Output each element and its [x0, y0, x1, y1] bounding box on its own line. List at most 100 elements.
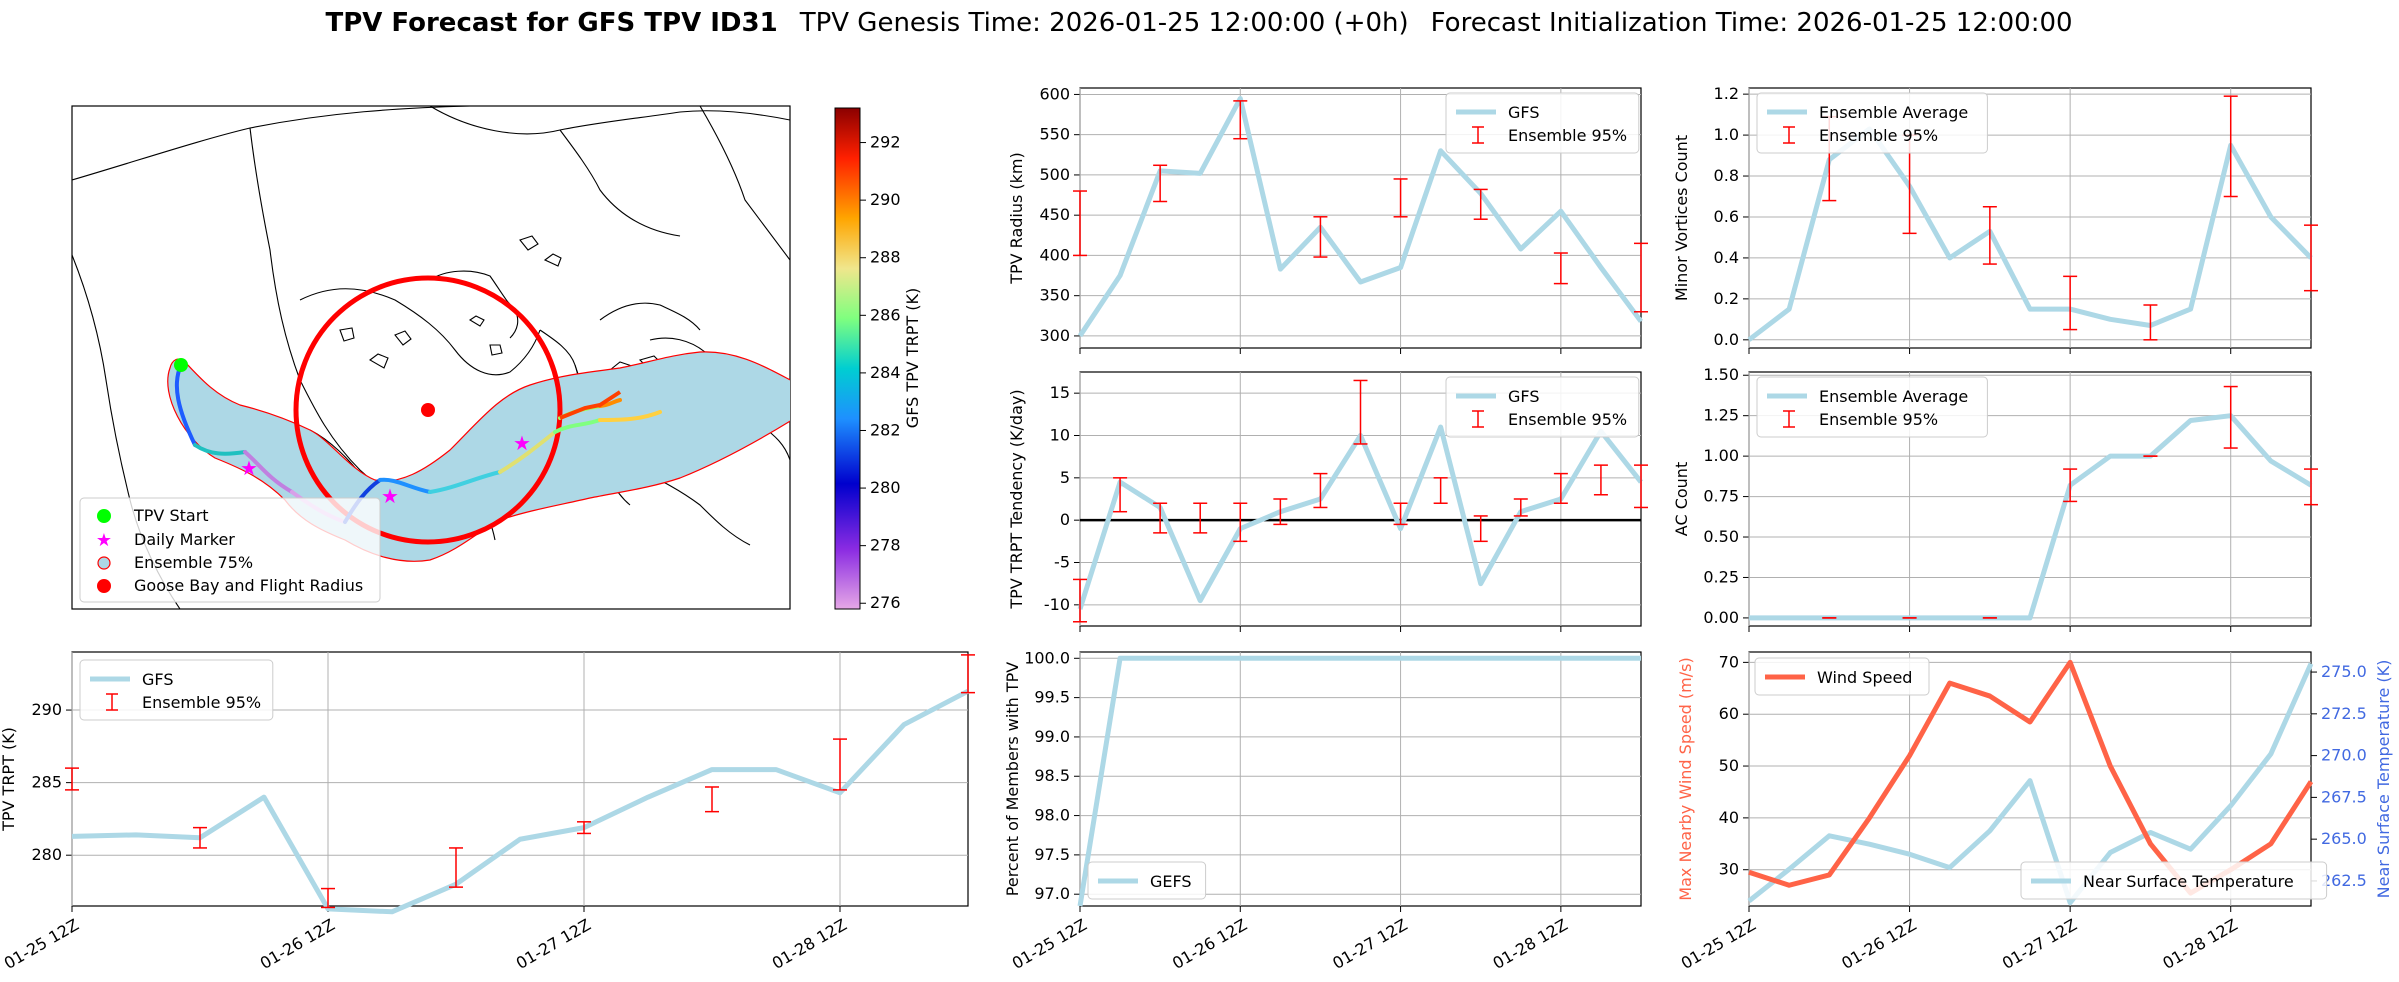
colorbar-tick-label: 292 — [870, 133, 901, 152]
y-tick-label: 0.8 — [1714, 166, 1739, 185]
y-tick-label: 40 — [1719, 808, 1739, 827]
y-tick-label: 99.5 — [1034, 688, 1070, 707]
y-tick-label: 400 — [1039, 245, 1070, 264]
colorbar-tick-label: 280 — [870, 478, 901, 497]
y-tick-label: 97.5 — [1034, 845, 1070, 864]
series-line — [71, 688, 970, 915]
error-bar — [1473, 188, 1488, 220]
y-tick-label: 15 — [1050, 383, 1070, 402]
error-bar — [1233, 100, 1248, 140]
y-tick-label: 550 — [1039, 125, 1070, 144]
y-tick-label: 0.00 — [1703, 608, 1739, 627]
error-bar — [1634, 242, 1648, 313]
y-axis-label: TPV TRPT (K) — [0, 727, 18, 832]
legend-label: Ensemble 95% — [1819, 410, 1938, 429]
error-bar — [1473, 515, 1488, 543]
legend: Wind Speed — [1754, 657, 1930, 696]
y-tick-label: 98.0 — [1034, 806, 1070, 825]
legend-label: GFS — [1508, 103, 1539, 122]
legend-label: Ensemble Average — [1819, 387, 1968, 406]
chart-minor: 0.0 0.2 0.4 0.6 0.8 1.0 1.2 Minor Vortices Coun… — [1672, 84, 2318, 354]
daily-marker: ★ — [240, 456, 258, 480]
y-axis-label: TPV Radius (km) — [1007, 152, 1026, 285]
x-tick-label: 01-28 12Z — [1490, 915, 1571, 973]
error-bar — [705, 786, 719, 813]
error-bar — [1553, 472, 1568, 504]
y-tick-label: 290 — [31, 700, 62, 719]
legend-label: Ensemble 95% — [1508, 410, 1627, 429]
svg-text:★: ★ — [96, 530, 112, 551]
error-bar — [1513, 498, 1528, 517]
y-axis-label: TPV TRPT Tendency (K/day) — [1007, 389, 1026, 609]
y-tick-label: 1.00 — [1703, 446, 1739, 465]
x-tick-label: 01-25 12Z — [1009, 915, 1090, 973]
error-bar — [961, 654, 975, 694]
error-bar — [2223, 385, 2238, 449]
y-tick-label: -10 — [1044, 595, 1070, 614]
y-axis-label: Percent of Members with TPV — [1003, 662, 1022, 896]
error-bar — [833, 738, 847, 791]
y-tick-label: 50 — [1719, 756, 1739, 775]
error-bar — [2143, 304, 2158, 341]
chart-trpt: 280 285 290 01-25 12Z 01-26 12Z 01-27 12Z 01-2… — [0, 651, 975, 973]
error-bar — [1393, 178, 1408, 218]
error-bar — [2063, 275, 2078, 331]
x-tick-label: 01-28 12Z — [769, 915, 850, 973]
y-axis-label: Minor Vortices Count — [1672, 135, 1691, 301]
error-bar — [2223, 95, 2238, 198]
error-bar — [1233, 502, 1248, 543]
legend: GFS Ensemble 95% — [1445, 92, 1640, 154]
error-bar — [1313, 216, 1328, 258]
legend-label: GEFS — [1150, 872, 1192, 891]
legend: GEFS — [1087, 861, 1207, 900]
y-tick-label: 0 — [1060, 510, 1070, 529]
x-tick-label: 01-26 12Z — [257, 915, 338, 973]
y-tick-label: 98.5 — [1034, 766, 1070, 785]
error-bar — [193, 826, 207, 849]
y-tick-label: 0.75 — [1703, 487, 1739, 506]
legend-label: Ensemble 95% — [142, 693, 261, 712]
error-bar — [1353, 379, 1368, 445]
legend-label: GFS — [142, 670, 173, 689]
error-bar — [2063, 468, 2078, 503]
map-panel: ★ ★ ★ TPV Start ★ Daily Marker Ensemble … — [71, 105, 922, 612]
legend-ensemble-75: Ensemble 75% — [134, 553, 253, 572]
map-legend: TPV Start ★ Daily Marker Ensemble 75% Go… — [79, 497, 381, 603]
legend: Near Surface Temperature — [2020, 861, 2328, 900]
tpv-track-end — [559, 390, 622, 420]
y-tick-label: 1.50 — [1703, 365, 1739, 384]
error-bar — [577, 821, 591, 835]
error-bar — [1553, 252, 1568, 285]
x-tick-label: 01-25 12Z — [1, 915, 82, 973]
y-tick-label: 10 — [1050, 426, 1070, 445]
legend-label: GFS — [1508, 387, 1539, 406]
y-tick-label: 285 — [31, 773, 62, 792]
error-bar — [1634, 464, 1648, 509]
colorbar-tick-label: 286 — [870, 305, 901, 324]
y-tick-label: 5 — [1060, 468, 1070, 487]
legend-tpv-start: TPV Start — [133, 506, 209, 525]
y-tick-label: 1.2 — [1714, 84, 1739, 103]
goose-bay-marker — [421, 403, 435, 417]
legend: GFS Ensemble 95% — [79, 659, 274, 721]
y-tick-label: 0.25 — [1703, 567, 1739, 586]
legend: GFS Ensemble 95% — [1445, 376, 1640, 438]
legend: Ensemble Average Ensemble 95% — [1756, 376, 1988, 438]
error-bar — [1153, 164, 1168, 203]
error-bar — [2304, 224, 2318, 292]
y-tick-label: 60 — [1719, 704, 1739, 723]
x-tick-label: 01-27 12Z — [1999, 915, 2080, 973]
y-right-axis-label: Near Surface Temperature (K) — [2374, 660, 2393, 899]
series-line — [1077, 95, 1644, 338]
y-tick-label: 97.0 — [1034, 884, 1070, 903]
x-tick-label: 01-26 12Z — [1169, 915, 1250, 973]
y-tick-label: 0.4 — [1714, 248, 1739, 267]
colorbar-tick-label: 284 — [870, 363, 901, 382]
error-bar — [1193, 502, 1208, 534]
colorbar-tick-label: 282 — [870, 420, 901, 439]
x-tick-label: 01-26 12Z — [1838, 915, 1919, 973]
chart-percent: 97.0 97.5 98.0 98.5 99.0 99.5 100.0 01-25 12Z 01… — [1003, 648, 1642, 973]
colorbar-tick-label: 276 — [870, 593, 901, 612]
error-bar — [1153, 502, 1168, 534]
y-tick-label: 1.25 — [1703, 406, 1739, 425]
